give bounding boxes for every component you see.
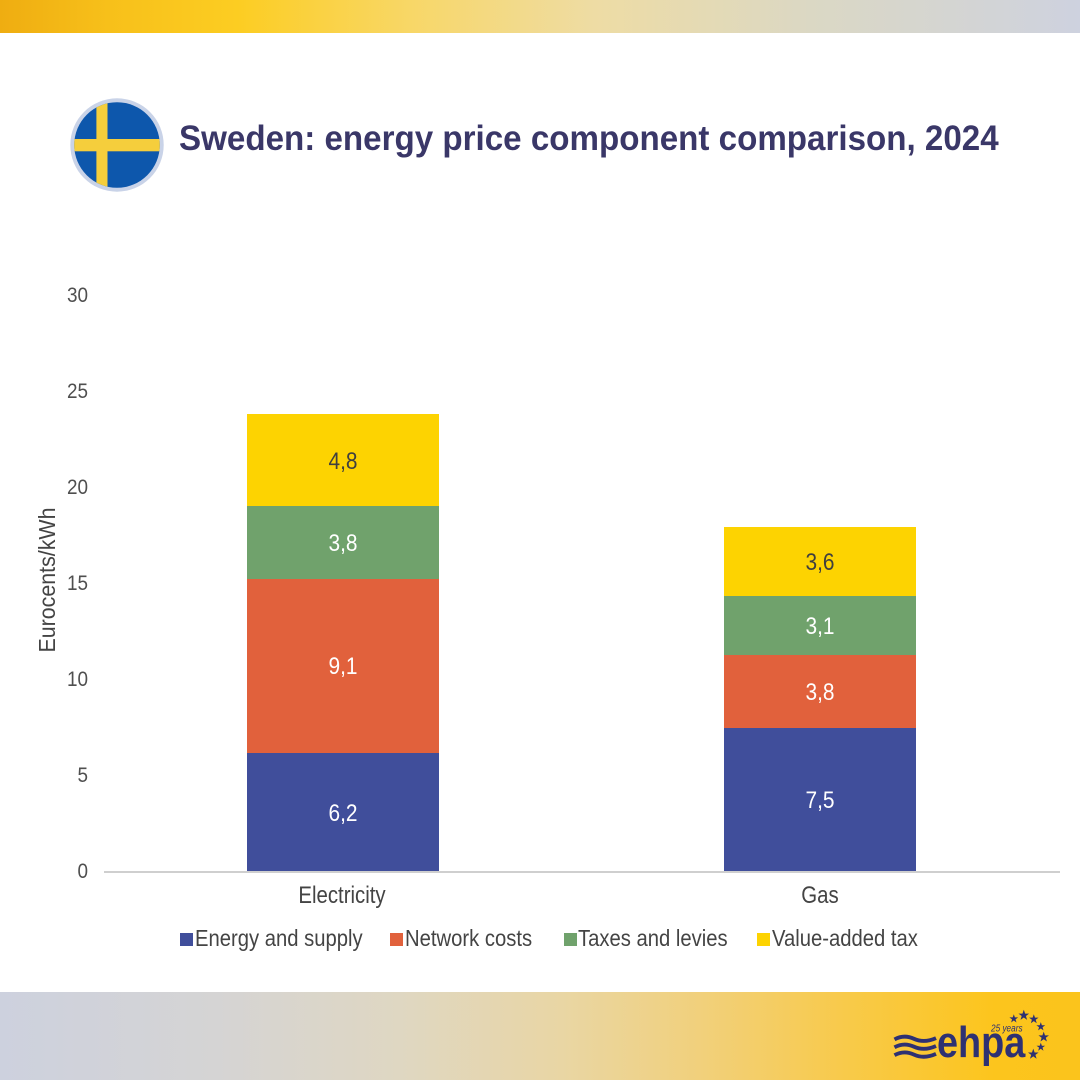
svg-text:ehpa: ehpa — [937, 1017, 1026, 1066]
svg-text:25 years: 25 years — [990, 1023, 1023, 1034]
